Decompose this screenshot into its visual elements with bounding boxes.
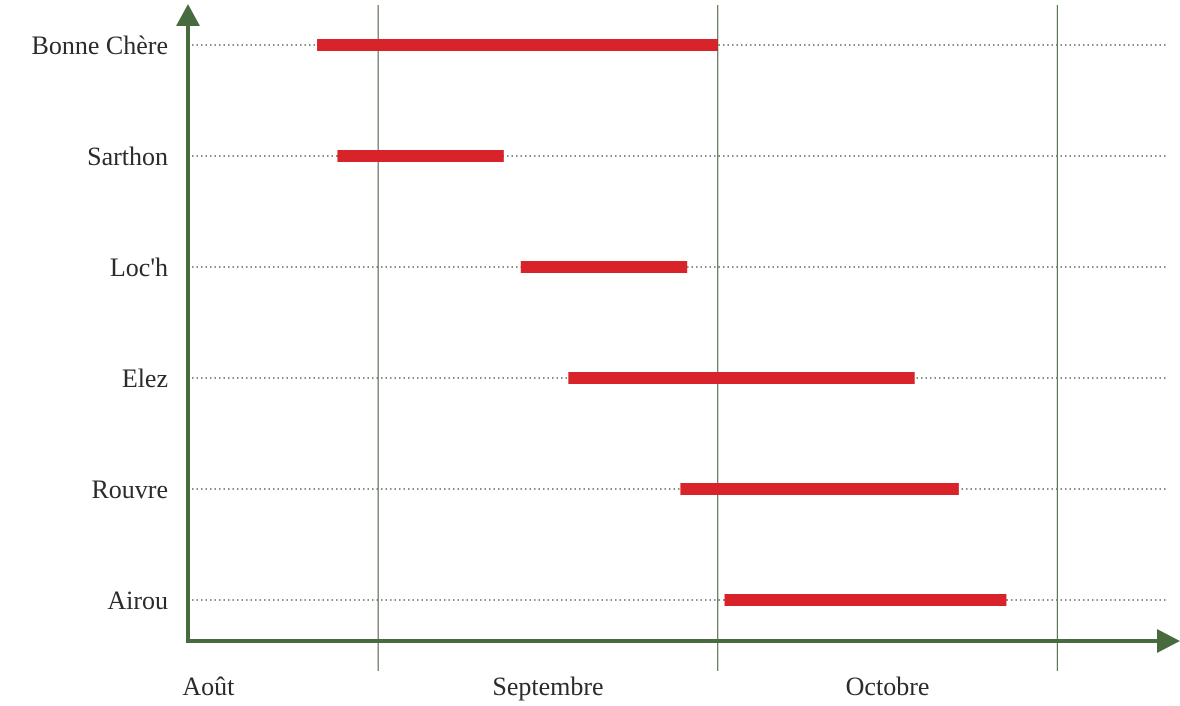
category-labels: Bonne Chère Sarthon Loc'h Elez Rouvre Airou	[32, 31, 168, 615]
month-label: Août	[182, 672, 235, 701]
bar-loc-h	[520, 261, 688, 273]
month-label: Octobre	[846, 672, 930, 701]
bar-sarthon	[337, 150, 504, 162]
row-guide-lines	[192, 44, 1166, 601]
month-label: Septembre	[492, 672, 603, 701]
period-bars	[317, 39, 1007, 606]
bar-elez	[568, 372, 915, 384]
category-label: Rouvre	[91, 475, 168, 504]
category-label: Airou	[107, 586, 168, 615]
axes	[176, 4, 1180, 653]
bar-bonne-ch-re	[317, 39, 718, 51]
category-label: Sarthon	[87, 142, 168, 171]
x-axis-arrow-icon	[1157, 629, 1180, 653]
month-labels: Août Septembre Octobre	[182, 672, 929, 701]
month-separators	[377, 5, 1058, 671]
category-label: Elez	[122, 364, 168, 393]
bar-rouvre	[680, 483, 959, 495]
category-label: Bonne Chère	[32, 31, 168, 60]
category-label: Loc'h	[110, 253, 168, 282]
bar-airou	[724, 594, 1007, 606]
y-axis-arrow-icon	[176, 4, 200, 26]
